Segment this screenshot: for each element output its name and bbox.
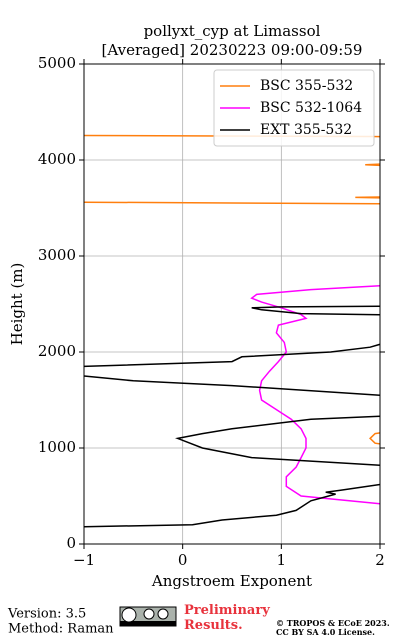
x-tick-label: 0 (178, 551, 188, 569)
line (84, 305, 380, 528)
legend-box (213, 69, 375, 147)
legend-label: BSC 355-532 (260, 78, 353, 94)
y-tick-label: 4000 (38, 150, 76, 168)
legend-label: BSC 532-1064 (260, 100, 362, 116)
method: Method: Raman (8, 622, 114, 637)
version: Version: 3.5 (7, 607, 86, 622)
y-tick-label: 1000 (38, 438, 76, 456)
license: CC BY SA 4.0 License. (276, 627, 375, 637)
legend-label: EXT 355-532 (260, 122, 352, 138)
copyright: © TROPOS & ECoE 2023. (276, 618, 390, 628)
status-line: Preliminary Results. (184, 603, 270, 633)
y-axis-label: Height (m) (8, 263, 26, 346)
x-tick-label: 1 (277, 551, 287, 569)
line (84, 134, 380, 445)
plot-frame (83, 63, 381, 545)
y-tick-label: 2000 (38, 342, 76, 360)
y-tick-label: 3000 (38, 246, 76, 264)
x-tick-label: 2 (375, 551, 385, 569)
chart-subtitle: [Averaged] 20230223 09:00-09:59 (102, 41, 363, 59)
y-tick-label: 0 (66, 534, 76, 552)
x-axis-label: Angstroem Exponent (151, 572, 312, 590)
y-tick-label: 5000 (38, 54, 76, 72)
chart-title: pollyxt_cyp at Limassol (144, 22, 321, 40)
plot-area (84, 134, 380, 528)
cc-logo (119, 606, 177, 627)
x-tick-label: −1 (73, 551, 95, 569)
line (250, 285, 380, 505)
